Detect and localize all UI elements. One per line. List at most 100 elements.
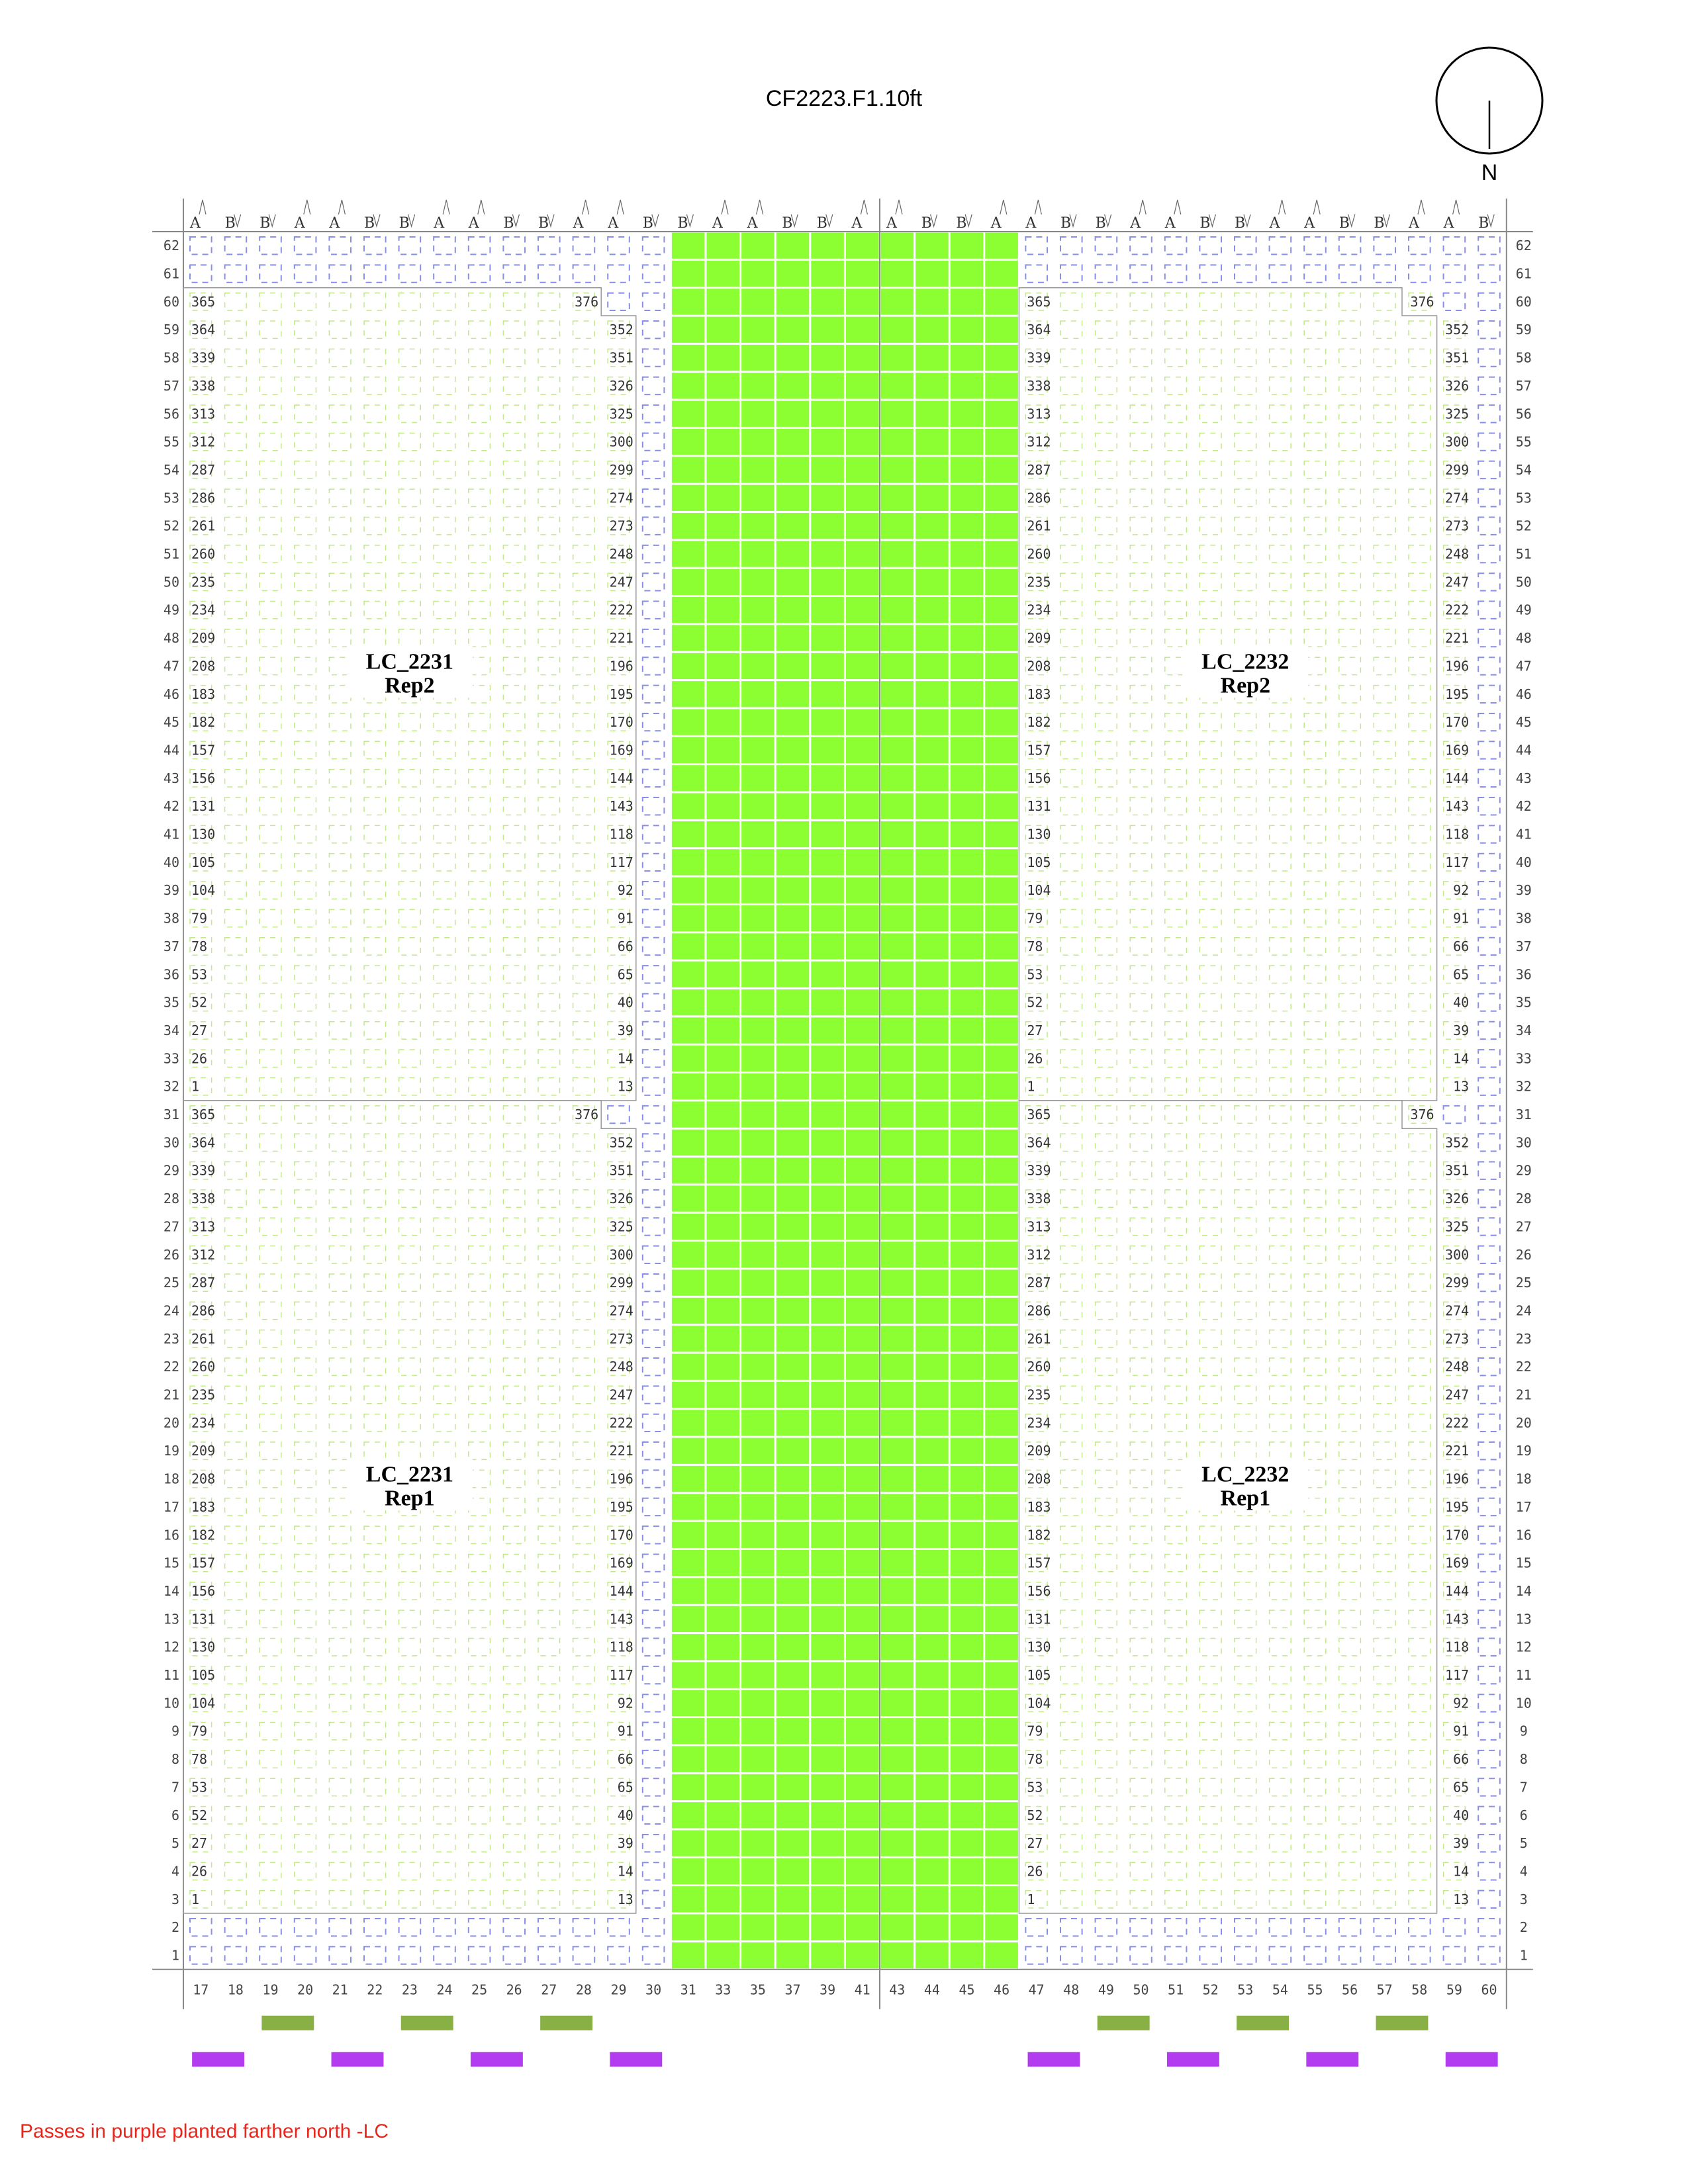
entry-plot	[328, 1273, 352, 1293]
entry-plot	[1199, 1721, 1222, 1741]
entry-plot	[607, 377, 630, 395]
entry-plot	[259, 1357, 282, 1377]
entry-plot	[224, 909, 247, 928]
pass-purple-bar	[470, 2052, 523, 2067]
row-number-left: 22	[164, 1359, 179, 1375]
entry-plot	[1025, 797, 1048, 816]
entry-plot	[328, 1889, 352, 1909]
border-plot	[433, 236, 456, 255]
entry-plot	[294, 1217, 317, 1236]
entry-plot	[1303, 937, 1327, 956]
filler-plot	[776, 597, 810, 623]
entry-plot	[607, 1834, 630, 1853]
entry-plot	[294, 1637, 317, 1657]
entry-plot	[1303, 1329, 1327, 1348]
entry-plot	[538, 657, 561, 676]
border-plot	[572, 236, 596, 255]
filler-plot	[950, 1662, 984, 1688]
plot-number-last: 299	[610, 462, 633, 478]
row-number-right: 48	[1516, 630, 1532, 646]
entry-plot	[328, 545, 352, 563]
entry-plot	[1408, 348, 1431, 367]
row-number-left: 31	[164, 1107, 179, 1122]
entry-plot	[224, 545, 247, 563]
arrow-up-icon	[442, 199, 450, 215]
entry-plot	[1408, 768, 1431, 788]
filler-plot	[741, 260, 774, 287]
border-plot	[641, 741, 665, 760]
entry-plot	[1129, 909, 1152, 928]
entry-plot	[294, 965, 317, 984]
filler-plot	[950, 1465, 984, 1492]
entry-plot	[1025, 377, 1048, 395]
filler-plot	[706, 1549, 740, 1576]
border-plot	[259, 236, 282, 255]
entry-plot	[363, 1385, 387, 1404]
compass-circle	[1435, 46, 1544, 155]
filler-plot	[985, 1774, 1018, 1801]
filler-plot	[985, 260, 1018, 287]
plot-number-last: 65	[618, 966, 633, 982]
column-number: 19	[262, 1982, 278, 1998]
border-plot	[641, 1610, 665, 1629]
filler-plot	[811, 1242, 844, 1268]
filler-plot	[880, 541, 914, 567]
entry-plot	[294, 1105, 317, 1124]
plot-number-first: 157	[191, 1555, 215, 1571]
entry-plot	[433, 1862, 456, 1881]
entry-plot	[1373, 909, 1396, 928]
row-number-left: 16	[164, 1527, 179, 1543]
plot-number-last: 196	[610, 658, 633, 674]
filler-plot	[985, 1662, 1018, 1688]
entry-plot	[259, 1862, 282, 1881]
border-plot	[607, 292, 630, 312]
entry-plot	[1338, 1694, 1362, 1713]
column-number: 54	[1272, 1982, 1288, 1998]
block-rep: Rep2	[1221, 673, 1271, 698]
filler-plot	[915, 1326, 949, 1352]
filler-plot	[776, 1746, 810, 1772]
entry-plot	[1060, 1329, 1083, 1348]
entry-plot	[398, 1189, 421, 1208]
border-plot	[1442, 292, 1466, 312]
entry-plot	[189, 1553, 212, 1572]
entry-plot	[398, 1889, 421, 1909]
entry-plot	[1199, 545, 1222, 563]
pass-purple-bar	[610, 2052, 663, 2067]
entry-plot	[1268, 292, 1291, 311]
entry-plot	[572, 965, 595, 984]
column-number: 48	[1063, 1982, 1079, 1998]
column-number: 30	[645, 1982, 661, 1998]
entry-plot	[468, 1273, 491, 1293]
border-plot	[1477, 1105, 1501, 1124]
entry-plot	[1060, 965, 1083, 984]
plot-number-first: 235	[1027, 1387, 1051, 1403]
filler-plot	[741, 457, 774, 483]
filler-plot	[811, 1297, 844, 1324]
entry-plot	[224, 377, 247, 395]
entry-plot	[1094, 1862, 1117, 1881]
entry-plot	[1373, 657, 1396, 676]
filler-plot	[880, 1410, 914, 1436]
border-plot	[1477, 768, 1501, 788]
entry-plot	[259, 1301, 282, 1320]
column-number: 27	[541, 1982, 557, 1998]
plot-number-first: 79	[1027, 1723, 1043, 1739]
entry-plot	[572, 1637, 595, 1657]
plot-number-first: 364	[1027, 1134, 1051, 1150]
entry-plot	[1164, 1301, 1188, 1320]
filler-plot	[776, 1914, 810, 1940]
entry-plot	[398, 1301, 421, 1320]
border-plot	[641, 1217, 665, 1236]
filler-plot	[706, 232, 740, 259]
filler-plot	[671, 765, 705, 792]
entry-plot	[433, 741, 456, 760]
row-number-left: 32	[164, 1079, 179, 1095]
entry-plot	[1373, 348, 1396, 367]
entry-plot	[328, 1778, 352, 1797]
entry-plot	[189, 825, 212, 844]
filler-plot	[915, 1914, 949, 1940]
entry-plot	[259, 1273, 282, 1293]
entry-plot	[572, 1413, 595, 1432]
row-number-left: 46	[164, 686, 179, 702]
